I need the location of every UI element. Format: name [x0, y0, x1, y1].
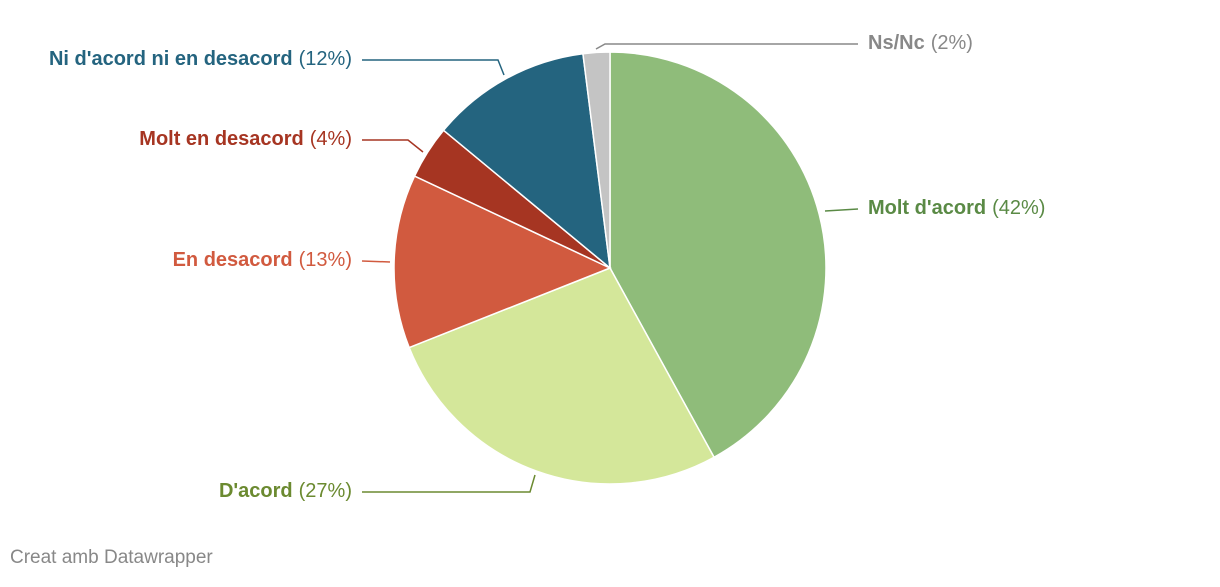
category-label: Ns/Nc: [868, 32, 925, 54]
category-label: En desacord: [173, 249, 293, 271]
slice-label: D'acord (27%): [219, 480, 352, 502]
leader-line: [362, 59, 505, 76]
credit: Creat amb Datawrapper: [10, 547, 213, 568]
leader-line: [824, 208, 859, 212]
value-label: (13%): [299, 249, 352, 271]
pie-slice: [442, 52, 611, 270]
category-label: Ni d'acord ni en desacord: [49, 48, 293, 70]
slice-label: Molt en desacord (4%): [139, 128, 352, 150]
leader-line: [362, 139, 424, 153]
category-label: Molt en desacord: [139, 128, 303, 150]
slice-label: Ns/Nc (2%): [868, 32, 973, 54]
pie-slice: [582, 51, 611, 269]
category-label: D'acord: [219, 480, 293, 502]
slice-label: Molt d'acord (42%): [868, 197, 1045, 219]
category-label: Molt d'acord: [868, 197, 986, 219]
leader-line: [595, 43, 858, 50]
value-label: (42%): [992, 197, 1045, 219]
value-label: (4%): [310, 128, 352, 150]
slice-label: En desacord (13%): [173, 249, 352, 271]
pie-slice: [393, 175, 612, 349]
pie-slice: [609, 51, 827, 459]
pie-slice: [408, 267, 716, 485]
leader-line: [362, 474, 536, 493]
value-label: (27%): [299, 480, 352, 502]
leader-line: [361, 260, 391, 263]
value-label: (12%): [299, 48, 352, 70]
slice-label: Ni d'acord ni en desacord (12%): [49, 48, 352, 70]
value-label: (2%): [931, 32, 973, 54]
